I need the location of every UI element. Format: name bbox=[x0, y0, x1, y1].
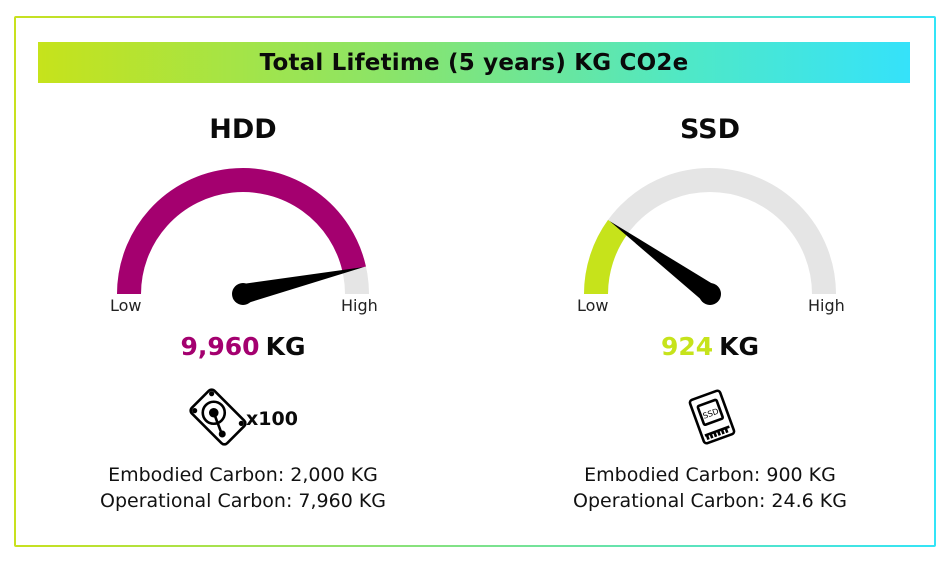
hdd-embodied-carbon: Embodied Carbon: 2,000 KG bbox=[108, 464, 378, 486]
hard-drive-icon bbox=[189, 388, 247, 446]
hdd-gauge-needle bbox=[240, 266, 365, 304]
ssd-gauge-hub bbox=[699, 283, 721, 305]
ssd-operational-carbon: Operational Carbon: 24.6 KG bbox=[573, 490, 847, 512]
hdd-heading: HDD bbox=[209, 114, 277, 145]
ssd-heading: SSD bbox=[679, 114, 741, 145]
ssd-value-unit: KG bbox=[719, 332, 760, 361]
hdd-low-label: Low bbox=[110, 296, 142, 315]
hdd-gauge-hub bbox=[232, 283, 254, 305]
ssd-panel: SSD Low High 924 KG SSD Embodied Carbon: … bbox=[490, 96, 930, 526]
ssd-gauge-fill bbox=[584, 219, 628, 295]
page-title: Total Lifetime (5 years) KG CO2e bbox=[259, 49, 689, 76]
hdd-panel: HDD Low High 9,960 KG x100 Embodied Carbo… bbox=[23, 96, 463, 526]
ssd-gauge bbox=[584, 168, 836, 305]
hdd-value-number: 9,960 bbox=[180, 332, 260, 361]
ssd-low-label: Low bbox=[577, 296, 609, 315]
hdd-value-unit: KG bbox=[265, 332, 306, 361]
hdd-value: 9,960 KG bbox=[23, 332, 463, 361]
hdd-gauge bbox=[117, 168, 369, 305]
ssd-value: 924 KG bbox=[490, 332, 930, 361]
hdd-operational-carbon: Operational Carbon: 7,960 KG bbox=[99, 490, 387, 512]
ssd-value-number: 924 bbox=[660, 332, 714, 361]
chart-frame bbox=[14, 16, 936, 547]
hdd-high-label: High bbox=[341, 296, 378, 315]
hdd-multiplier: x100 bbox=[246, 408, 298, 430]
ssd-gauge-needle bbox=[609, 221, 716, 303]
ssd-embodied-carbon: Embodied Carbon: 900 KG bbox=[584, 464, 836, 486]
ssd-high-label: High bbox=[808, 296, 845, 315]
title-banner: Total Lifetime (5 years) KG CO2e bbox=[38, 42, 910, 83]
ssd-icon: SSD bbox=[688, 389, 736, 445]
hdd-gauge-fill bbox=[117, 168, 366, 295]
